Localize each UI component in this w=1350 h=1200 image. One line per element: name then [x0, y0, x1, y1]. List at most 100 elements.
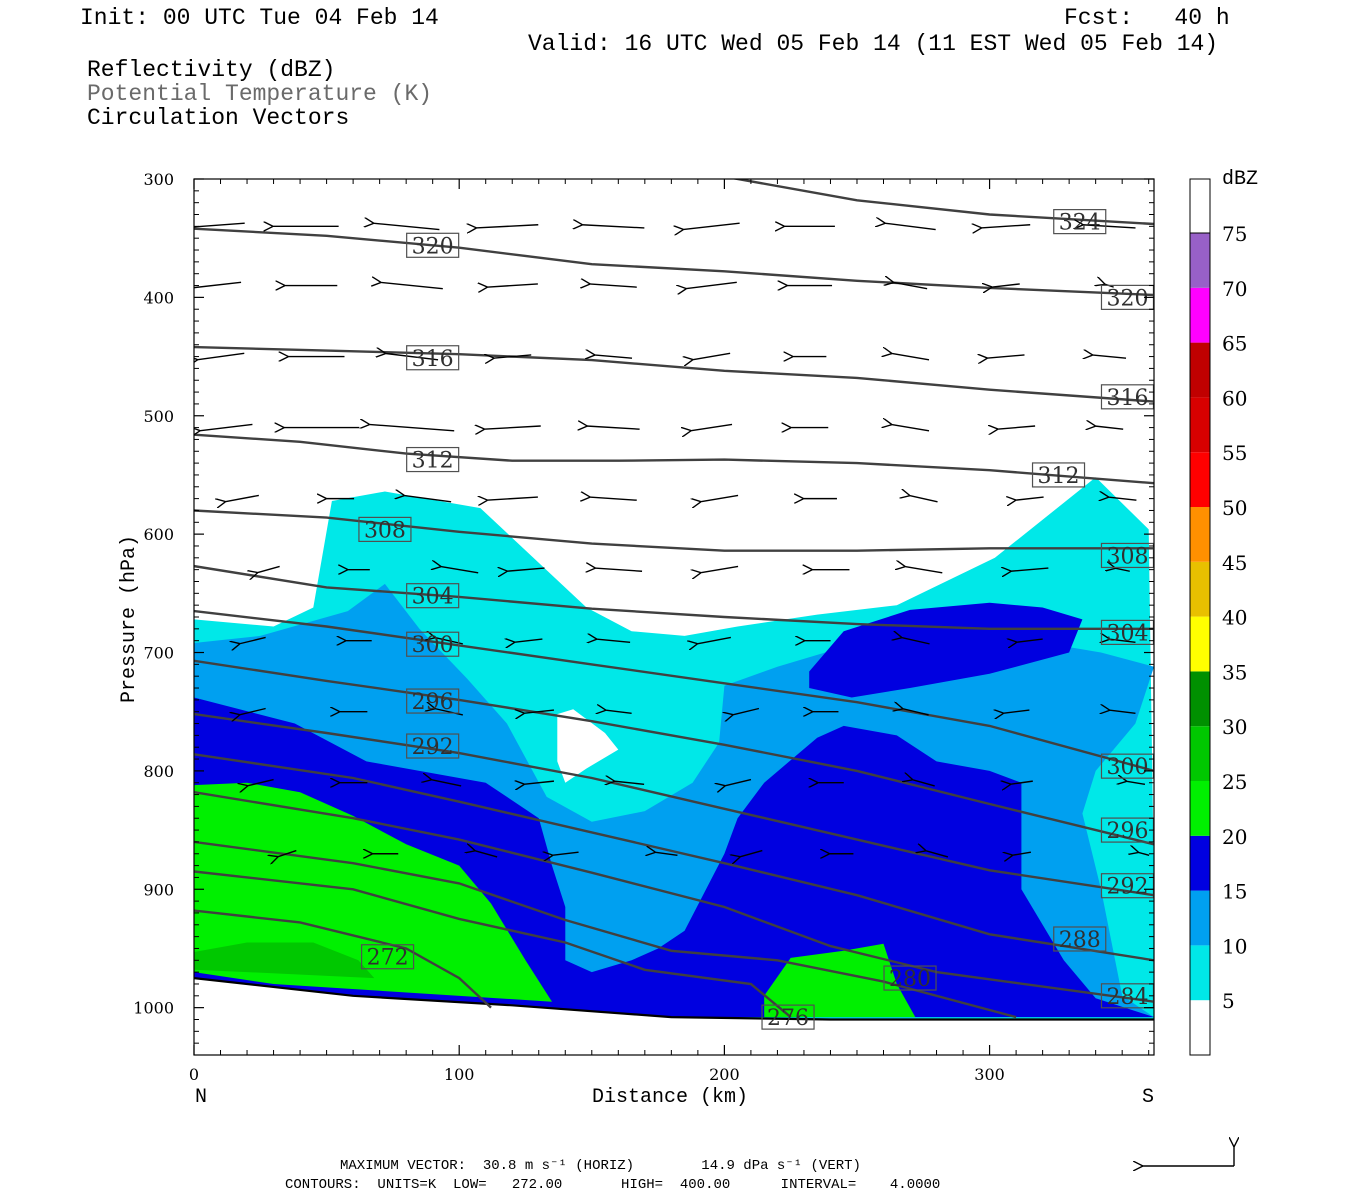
- init-time: Init: 00 UTC Tue 04 Feb 14: [80, 5, 439, 31]
- circulation-vector: [893, 282, 928, 290]
- circulation-vector: [197, 352, 245, 359]
- below-ground-area: [194, 978, 1154, 1055]
- circulation-vector: [724, 778, 752, 786]
- theta-label: 284: [1106, 985, 1148, 1010]
- colorbar-swatch: [1190, 726, 1210, 781]
- circulation-vector: [1126, 781, 1146, 784]
- circulation-vector: [997, 426, 1036, 429]
- circulation-vector: [484, 426, 541, 429]
- reflectivity-20-dbz-area: [764, 943, 916, 1018]
- colorbar-level-label: 40: [1222, 606, 1247, 630]
- theta-label-box: [406, 345, 460, 371]
- circulation-vector: [595, 568, 643, 571]
- theta-label: 300: [412, 633, 454, 658]
- circulation-vector: [434, 709, 463, 716]
- theta-label: 316: [1106, 386, 1148, 411]
- circulation-vector: [986, 355, 1025, 358]
- circulation-vector: [257, 565, 280, 572]
- circulation-vector: [891, 353, 930, 361]
- colorbar-level-label: 75: [1222, 222, 1247, 246]
- field-reflectivity: Reflectivity (dBZ): [87, 57, 336, 83]
- circulation-vector: [1010, 781, 1033, 784]
- circulation-vector: [239, 636, 266, 643]
- circulation-vector: [385, 353, 439, 361]
- circulation-vector: [1138, 852, 1150, 857]
- forecast-hour: Fcst: 40 h: [1064, 5, 1230, 31]
- circulation-vector: [732, 707, 760, 715]
- circulation-vector: [981, 225, 1031, 228]
- circulation-vector: [912, 780, 935, 787]
- circulation-vector: [594, 355, 633, 358]
- theta-contours: [194, 179, 1154, 1019]
- x-right-label: S: [1142, 1086, 1155, 1109]
- theta-280-contour: [194, 840, 1017, 1019]
- circulation-vector: [1108, 497, 1137, 500]
- x-left-label: N: [195, 1086, 208, 1109]
- theta-label: 272: [367, 946, 409, 971]
- theta-label-box: [761, 1004, 815, 1030]
- colorbar-level-label: 35: [1222, 660, 1247, 684]
- circulation-vector: [1016, 639, 1043, 642]
- valid-time: Valid: 16 UTC Wed 05 Feb 14 (11 EST Wed …: [528, 31, 1219, 57]
- y-tick-label: 1000: [133, 999, 174, 1018]
- circulation-vector: [991, 284, 1020, 287]
- circulation-vector: [440, 566, 479, 574]
- colorbar-swatch: [1190, 561, 1210, 617]
- circulation-vector: [474, 851, 498, 858]
- theta-304-contour: [194, 564, 1154, 630]
- reflectivity-25-dbz-area: [194, 942, 375, 979]
- circulation-vector: [692, 352, 731, 359]
- y-tick-label: 600: [143, 525, 174, 544]
- y-tick-label: 700: [143, 644, 174, 663]
- theta-label: 296: [412, 690, 454, 715]
- y-tick-label: 400: [143, 288, 174, 307]
- circulation-vector: [524, 781, 555, 784]
- colorbar-swatch: [1190, 452, 1210, 507]
- circulation-vector: [700, 494, 739, 501]
- contours-note: CONTOURS: UNITS=K LOW= 272.00 HIGH= 400.…: [285, 1177, 941, 1193]
- ground-profile: [194, 977, 1154, 1055]
- colorbar: 5 10 15 20 25 30 35 40 45 50 55 60 65 70 75: [1189, 178, 1247, 1056]
- colorbar-level-label: 20: [1222, 825, 1247, 849]
- theta-276-contour: [194, 870, 792, 1019]
- colorbar-level-label: 5: [1222, 989, 1235, 1013]
- circulation-vector: [1109, 639, 1136, 642]
- colorbar-swatch: [1190, 397, 1210, 453]
- circulation-vector: [369, 424, 455, 432]
- colorbar-level-label: 65: [1222, 332, 1247, 356]
- circulation-vector: [404, 495, 452, 503]
- theta-label: 276: [767, 1006, 809, 1031]
- theta-label: 316: [412, 347, 454, 372]
- theta-288-contour: [194, 753, 1154, 962]
- circulation-vector: [552, 852, 579, 855]
- theta-label: 304: [1106, 621, 1148, 646]
- circulation-vector: [884, 223, 936, 231]
- circulation-vector: [700, 565, 739, 572]
- field-circulation-vectors: Circulation Vectors: [87, 105, 350, 131]
- theta-label: 292: [1106, 875, 1148, 900]
- circulation-vector: [685, 281, 737, 288]
- colorbar-swatch: [1190, 616, 1210, 672]
- circulation-vector: [380, 282, 443, 290]
- theta-label: 320: [1106, 286, 1148, 311]
- reflectivity-fills: [194, 477, 1154, 1020]
- circulation-vector: [431, 780, 462, 787]
- x-tick-label: 100: [444, 1065, 475, 1084]
- theta-label-box: [1031, 462, 1086, 488]
- circulation-vector: [582, 225, 645, 228]
- circulation-vector: [1003, 710, 1030, 713]
- circulation-vector: [901, 637, 930, 645]
- theta-contour-labels: 324 320 320 316 316 312 312 308 308 304 304 300 300 2…: [358, 209, 1155, 1031]
- circulation-vector: [1092, 355, 1127, 358]
- colorbar-top-swatch: [1189, 178, 1211, 234]
- circulation-vector: [589, 284, 637, 287]
- theta-284-contour: [194, 791, 1154, 1003]
- theta-312-contour: [194, 433, 1154, 485]
- circulation-vector: [1115, 568, 1130, 572]
- y-tick-label: 800: [143, 762, 174, 781]
- circulation-vector: [605, 710, 632, 713]
- theta-label-box: [358, 516, 412, 543]
- circulation-vector: [247, 778, 274, 786]
- colorbar-level-label: 50: [1222, 496, 1247, 520]
